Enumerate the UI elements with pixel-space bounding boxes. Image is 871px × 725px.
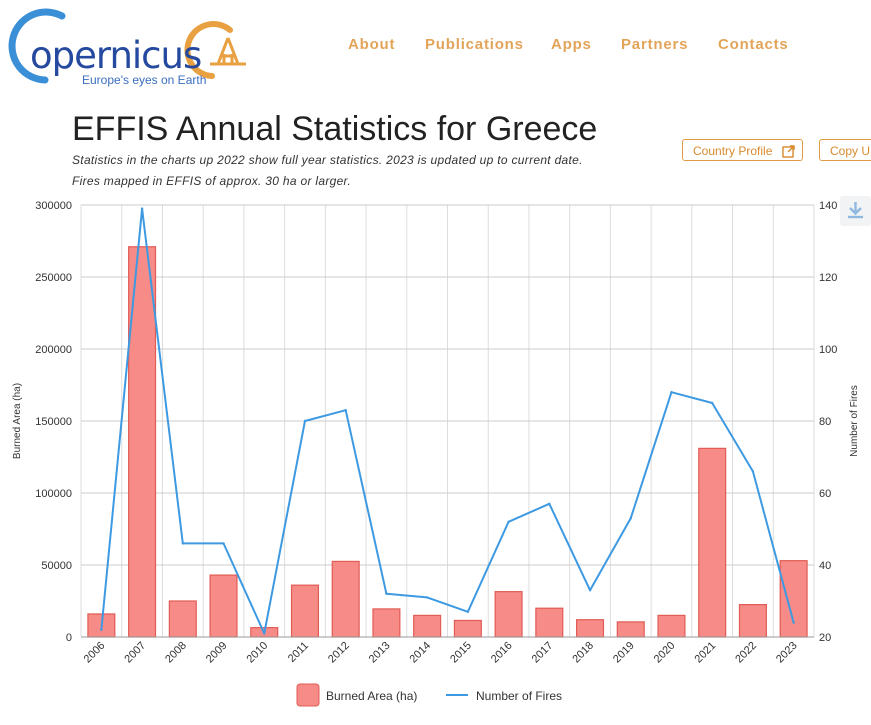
y2-tick-label: 20 (819, 632, 831, 644)
download-icon (848, 202, 863, 219)
nav-apps[interactable]: Apps (551, 36, 592, 53)
bar-burned-area-2011[interactable] (290, 584, 320, 638)
bar-burned-area-2014[interactable] (413, 614, 442, 638)
y2-tick-label: 60 (819, 488, 831, 500)
point-number-of-fires-2013[interactable] (385, 592, 388, 595)
page-subtitle-1: Statistics in the charts up 2022 show fu… (72, 153, 583, 167)
point-number-of-fires-2008[interactable] (181, 542, 185, 545)
y-axis-title: Burned Area (ha) (12, 383, 23, 459)
x-tick-label: 2016 (489, 640, 515, 666)
country-profile-button[interactable]: Country Profile (682, 139, 803, 161)
nav-about[interactable]: About (348, 36, 396, 53)
y2-tick-label: 100 (819, 344, 837, 356)
x-tick-label: 2017 (530, 640, 556, 666)
y2-tick-label: 120 (819, 272, 837, 284)
y-tick-label: 300000 (35, 200, 72, 212)
x-tick-label: 2010 (245, 640, 271, 666)
copernicus-logo-graphic (8, 8, 246, 84)
point-number-of-fires-2010[interactable] (263, 632, 266, 635)
x-tick-label: 2006 (82, 640, 108, 666)
legend-swatch-burned-area[interactable] (296, 683, 320, 707)
bar-burned-area-2015[interactable] (453, 619, 482, 638)
chart-grid (80, 204, 815, 638)
brand-tagline: Europe's eyes on Earth (82, 73, 207, 87)
page-subtitle-2: Fires mapped in EFFIS of approx. 30 ha o… (72, 174, 352, 188)
point-number-of-fires-2019[interactable] (629, 517, 632, 520)
legend-label-number-of-fires[interactable]: Number of Fires (476, 689, 562, 703)
x-tick-label: 2019 (611, 640, 637, 666)
y2-tick-label: 140 (819, 200, 837, 212)
bar-burned-area-2013[interactable] (372, 608, 401, 638)
bar-burned-area-2012[interactable] (331, 560, 360, 638)
point-number-of-fires-2014[interactable] (425, 596, 429, 599)
copy-url-label: Copy URL (830, 144, 871, 158)
burned-area-bars (87, 246, 808, 638)
x-tick-label: 2013 (367, 640, 393, 666)
copernicus-logo[interactable]: opernicus Europe's eyes on Earth (0, 8, 270, 88)
site-header: opernicus Europe's eyes on Earth About P… (0, 0, 871, 95)
number-of-fires-line (100, 207, 795, 635)
x-tick-label: 2015 (448, 640, 474, 666)
point-number-of-fires-2012[interactable] (344, 409, 347, 412)
page-title: EFFIS Annual Statistics for Greece (72, 110, 598, 148)
y-tick-label: 200000 (35, 344, 72, 356)
y-tick-label: 50000 (41, 560, 72, 572)
x-tick-label: 2014 (407, 640, 433, 666)
y2-axis-title: Number of Fires (849, 385, 860, 457)
nav-publications[interactable]: Publications (425, 36, 524, 53)
x-tick-label: 2018 (570, 640, 596, 666)
x-tick-label: 2009 (204, 640, 230, 666)
x-tick-label: 2023 (774, 640, 800, 666)
x-tick-label: 2008 (163, 640, 189, 666)
chart-legend: Burned Area (ha) Number of Fires (296, 683, 562, 707)
point-number-of-fires-2007[interactable] (140, 207, 144, 210)
line-number-of-fires[interactable] (100, 207, 795, 635)
legend-label-burned-area[interactable]: Burned Area (ha) (326, 689, 417, 703)
point-number-of-fires-2015[interactable] (466, 610, 470, 613)
y-tick-label: 150000 (35, 416, 72, 428)
bar-burned-area-2017[interactable] (535, 607, 564, 638)
brand-name: opernicus (30, 34, 202, 77)
bar-burned-area-2009[interactable] (209, 574, 238, 638)
point-number-of-fires-2011[interactable] (303, 419, 307, 423)
bar-burned-area-2018[interactable] (575, 619, 605, 638)
point-number-of-fires-2018[interactable] (588, 589, 592, 592)
x-tick-label: 2007 (122, 640, 148, 666)
nav-partners[interactable]: Partners (621, 36, 689, 53)
point-number-of-fires-2017[interactable] (548, 502, 551, 505)
x-tick-label: 2020 (652, 640, 678, 666)
nav-contacts[interactable]: Contacts (718, 36, 789, 53)
y2-tick-label: 40 (819, 560, 831, 572)
x-tick-label: 2012 (326, 640, 352, 666)
chart-download-button[interactable] (840, 196, 871, 226)
bar-burned-area-2023[interactable] (779, 560, 808, 638)
bar-burned-area-2021[interactable] (698, 447, 727, 638)
point-number-of-fires-2022[interactable] (751, 470, 755, 473)
point-number-of-fires-2006[interactable] (100, 628, 103, 631)
copy-url-button[interactable]: Copy URL (819, 139, 871, 161)
x-tick-label: 2022 (733, 640, 759, 666)
point-number-of-fires-2021[interactable] (710, 401, 714, 405)
effis-combo-chart: 0 50000 100000 150000 200000 250000 300000 20 40… (12, 200, 860, 707)
x-tick-label: 2011 (286, 640, 311, 665)
bar-burned-area-2022[interactable] (738, 604, 767, 638)
external-link-icon (782, 145, 795, 158)
y-tick-label: 250000 (35, 272, 72, 284)
country-profile-label: Country Profile (693, 144, 773, 158)
point-number-of-fires-2009[interactable] (222, 542, 225, 545)
x-tick-label: 2021 (693, 640, 719, 666)
bar-burned-area-2019[interactable] (616, 621, 645, 638)
point-number-of-fires-2016[interactable] (507, 520, 510, 523)
y-tick-label: 0 (66, 632, 72, 644)
bar-burned-area-2008[interactable] (168, 600, 197, 638)
y-tick-label: 100000 (35, 488, 72, 500)
bar-burned-area-2016[interactable] (494, 591, 523, 638)
bar-burned-area-2020[interactable] (657, 614, 686, 638)
bar-burned-area-2007[interactable] (128, 246, 157, 638)
point-number-of-fires-2023[interactable] (792, 621, 795, 624)
y2-tick-label: 80 (819, 416, 831, 428)
point-number-of-fires-2020[interactable] (670, 391, 673, 394)
